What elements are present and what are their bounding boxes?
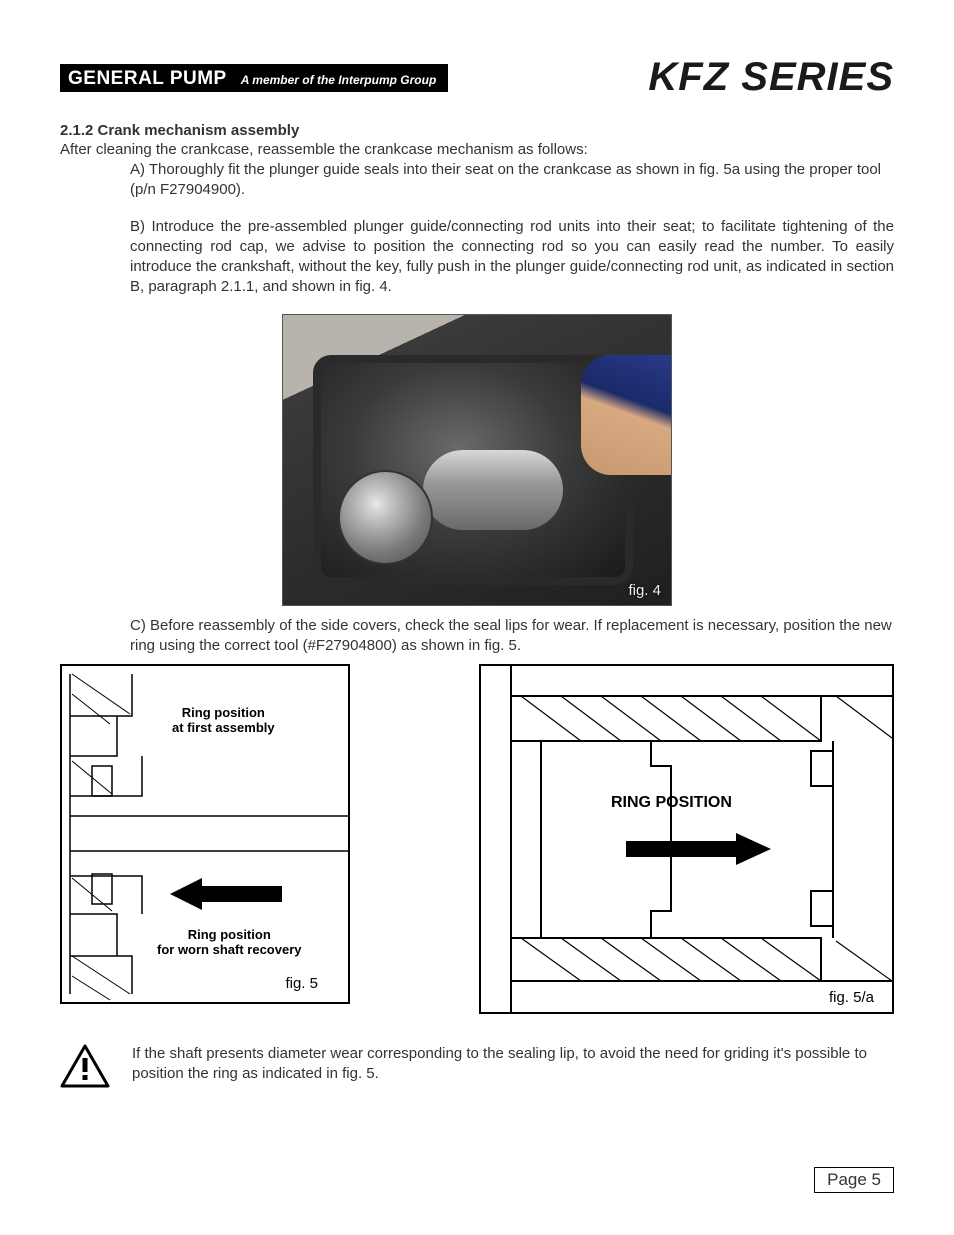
figure-5a-label: fig. 5/a	[829, 989, 874, 1006]
figure-4-photo: fig. 4	[282, 314, 672, 606]
step-c: C) Before reassembly of the side covers,…	[130, 616, 894, 657]
brand-tagline: A member of the Interpump Group	[241, 73, 437, 87]
ring-position-big: RING POSITION	[611, 794, 732, 812]
series-title: KFZ SERIES	[648, 55, 894, 100]
figure-5-diagram: Ring position at first assembly Ring pos…	[60, 664, 350, 1004]
step-a: A) Thoroughly fit the plunger guide seal…	[130, 160, 894, 201]
page-number: Page 5	[814, 1167, 894, 1193]
step-b: B) Introduce the pre-assembled plunger g…	[130, 217, 894, 298]
warning-text: If the shaft presents diameter wear corr…	[132, 1044, 894, 1085]
warning-row: If the shaft presents diameter wear corr…	[60, 1044, 894, 1088]
ring-pos-worn-line1: Ring position	[188, 927, 271, 942]
figure-4-wrap: fig. 4	[60, 314, 894, 606]
figure-5a-diagram: RING POSITION fig. 5/a	[479, 664, 894, 1014]
brand-name: GENERAL PUMP	[68, 68, 227, 90]
brand-bar: GENERAL PUMP A member of the Interpump G…	[60, 64, 448, 92]
ring-pos-first-line2: at first assembly	[172, 720, 275, 735]
warning-icon	[60, 1044, 110, 1088]
ring-pos-first-line1: Ring position	[182, 705, 265, 720]
ring-pos-worn-line2: for worn shaft recovery	[157, 942, 302, 957]
page-header: GENERAL PUMP A member of the Interpump G…	[60, 55, 894, 100]
diagrams-row: Ring position at first assembly Ring pos…	[60, 664, 894, 1014]
figure-4-label: fig. 4	[628, 582, 661, 599]
section-heading: 2.1.2 Crank mechanism assembly	[60, 122, 894, 139]
ring-pos-first-label: Ring position at first assembly	[172, 706, 275, 736]
figure-5-label: fig. 5	[285, 975, 318, 992]
section-intro: After cleaning the crankcase, reassemble…	[60, 141, 894, 158]
ring-pos-worn-label: Ring position for worn shaft recovery	[157, 928, 302, 958]
